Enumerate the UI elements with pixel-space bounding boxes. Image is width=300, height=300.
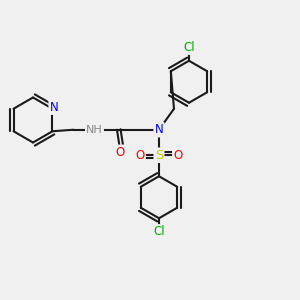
Text: O: O [136,149,145,162]
Text: O: O [173,149,182,162]
Text: O: O [116,146,124,159]
Text: Cl: Cl [153,225,165,238]
Text: Cl: Cl [183,41,195,54]
Text: N: N [154,123,164,136]
Text: N: N [50,101,58,114]
Text: NH: NH [86,125,103,135]
Text: S: S [155,149,163,162]
